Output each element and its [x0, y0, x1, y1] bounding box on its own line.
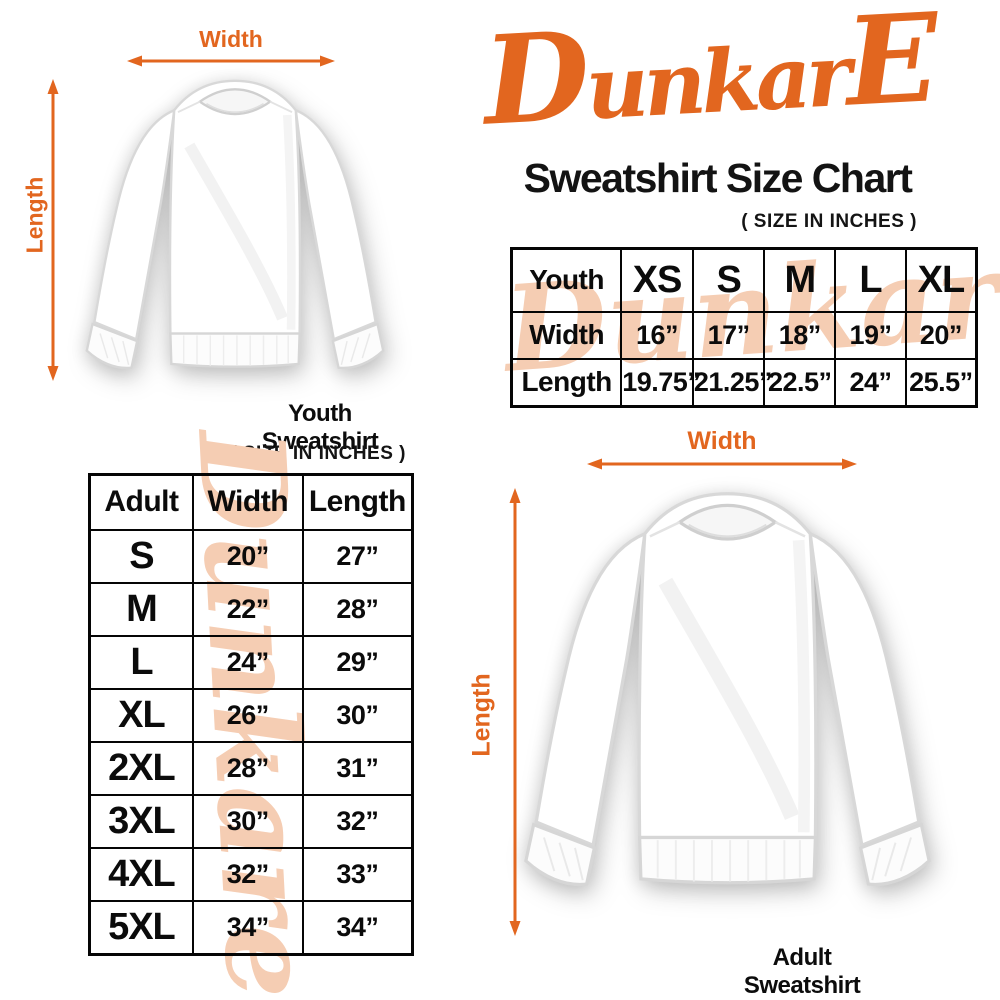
adult-width-value: 24” — [191, 634, 304, 690]
adult-size-label: 4XL — [88, 846, 194, 902]
youth-length-value: 25.5” — [904, 357, 978, 408]
adult-length-value: 31” — [301, 740, 414, 796]
adult-size-label: 3XL — [88, 793, 194, 849]
adult-table-row: L 24” 29” — [88, 634, 414, 690]
youth-length-row: Length 19.75” 21.25” 22.5” 24” 25.5” — [510, 357, 978, 408]
youth-caption: Youth Sweatshirt — [261, 400, 379, 455]
adult-table-row: 3XL 30” 32” — [88, 793, 414, 849]
youth-width-value: 16” — [620, 310, 694, 360]
youth-size-l: L — [834, 247, 907, 313]
youth-length-value: 24” — [834, 357, 907, 408]
size-in-inches-note-adult: ( SIZE IN INCHES ) — [230, 443, 406, 464]
adult-length-value: 29” — [301, 634, 414, 690]
adult-width-column-header: Width — [191, 473, 304, 531]
adult-table-row: 5XL 34” 34” — [88, 899, 414, 956]
adult-table-header-row: Adult Width Length — [88, 473, 414, 531]
adult-width-arrow-icon — [587, 458, 857, 470]
size-in-inches-note-youth: ( SIZE IN INCHES ) — [741, 211, 917, 232]
adult-length-label: Length — [467, 673, 496, 757]
adult-caption: Adult Sweatshirt — [743, 944, 861, 999]
youth-width-value: 20” — [904, 310, 978, 360]
brand-logo-last-letter: E — [841, 0, 939, 134]
youth-length-value: 19.75” — [620, 357, 701, 408]
adult-length-arrow-icon — [509, 488, 521, 936]
adult-width-value: 34” — [191, 899, 304, 956]
youth-width-value: 18” — [763, 310, 837, 360]
youth-width-arrow-icon — [127, 55, 335, 67]
youth-table-box: Dunkare Youth XS S M L XL Width 16” 17” … — [500, 220, 1000, 408]
adult-table-row: S 20” 27” — [88, 528, 414, 584]
youth-width-label: Width — [199, 26, 263, 52]
youth-size-s: S — [691, 247, 766, 313]
adult-size-label: 5XL — [88, 899, 194, 956]
page-title: Sweatshirt Size Chart — [523, 155, 913, 201]
adult-width-label: Width — [687, 427, 757, 455]
adult-table-row: 4XL 32” 33” — [88, 846, 414, 902]
adult-table-row: M 22” 28” — [88, 581, 414, 637]
adult-size-label: L — [88, 634, 194, 690]
youth-sweatshirt-image — [45, 20, 425, 400]
youth-size-xs: XS — [620, 247, 694, 313]
youth-size-m: M — [763, 247, 837, 313]
adult-length-value: 30” — [301, 687, 414, 743]
adult-length-value: 34” — [301, 899, 414, 956]
adult-width-value: 26” — [191, 687, 304, 743]
adult-table-row: 2XL 28” 31” — [88, 740, 414, 796]
adult-length-value: 33” — [301, 846, 414, 902]
youth-width-row-label: Width — [510, 310, 623, 360]
adult-size-label: 2XL — [88, 740, 194, 796]
adult-size-label: XL — [88, 687, 194, 743]
adult-width-value: 20” — [191, 528, 304, 584]
adult-length-value: 27” — [301, 528, 414, 584]
youth-length-row-label: Length — [510, 357, 623, 408]
youth-size-table: Youth XS S M L XL Width 16” 17” 18” 19” … — [510, 247, 978, 408]
brand-logo-first-letter: D — [480, 3, 590, 153]
adult-width-value: 30” — [191, 793, 304, 849]
adult-size-label: S — [88, 528, 194, 584]
adult-width-value: 22” — [191, 581, 304, 637]
adult-length-column-header: Length — [301, 473, 414, 531]
youth-length-arrow-icon — [47, 79, 59, 381]
adult-table-box: Dunkare Adult Width Length S 20” 27” M 2… — [88, 426, 414, 1000]
youth-width-value: 17” — [691, 310, 766, 360]
adult-width-value: 28” — [191, 740, 304, 796]
adult-table-corner-cell: Adult — [88, 473, 194, 531]
adult-width-value: 32” — [191, 846, 304, 902]
youth-width-value: 19” — [834, 310, 907, 360]
youth-table-corner-cell: Youth — [510, 247, 623, 313]
adult-size-label: M — [88, 581, 194, 637]
youth-size-xl: XL — [904, 247, 978, 313]
youth-table-header-row: Youth XS S M L XL — [510, 247, 978, 313]
adult-length-value: 28” — [301, 581, 414, 637]
youth-length-value: 22.5” — [763, 357, 837, 408]
adult-table-row: XL 26” 30” — [88, 687, 414, 743]
brand-logo: D unkar E — [426, 0, 993, 175]
brand-logo-middle: unkar — [583, 24, 850, 140]
youth-width-row: Width 16” 17” 18” 19” 20” — [510, 310, 978, 360]
adult-sweatshirt-image — [469, 411, 986, 928]
youth-length-value: 21.25” — [691, 357, 772, 408]
adult-length-value: 32” — [301, 793, 414, 849]
adult-size-table: Adult Width Length S 20” 27” M 22” 28” L… — [88, 473, 414, 956]
